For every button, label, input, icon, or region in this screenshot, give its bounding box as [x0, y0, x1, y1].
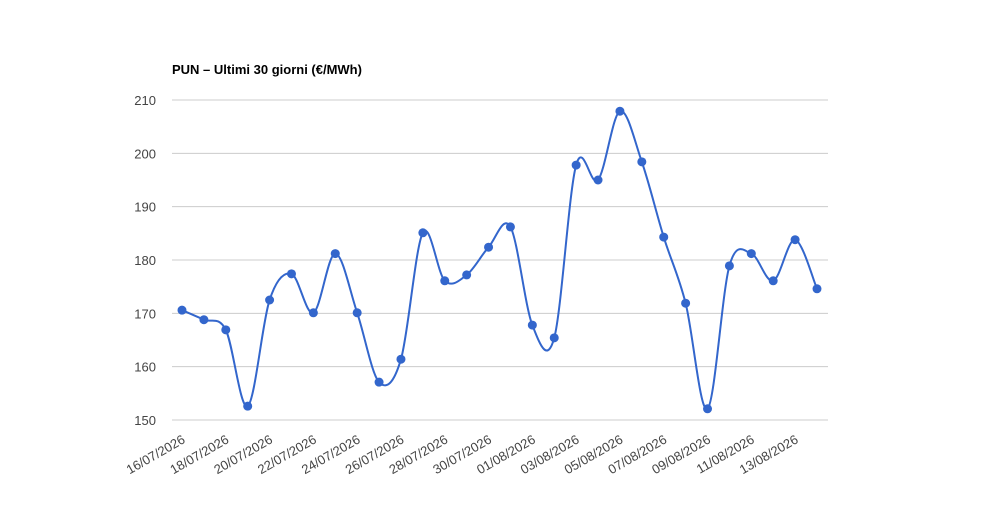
point: [221, 325, 231, 335]
point: [703, 404, 713, 414]
point: [484, 242, 494, 252]
y-tick-label: 160: [134, 360, 156, 375]
point: [308, 308, 318, 318]
chart-title: PUN – Ultimi 30 giorni (€/MWh): [172, 62, 362, 77]
point: [396, 354, 406, 364]
point: [659, 232, 669, 242]
point: [593, 175, 603, 185]
point: [418, 228, 428, 238]
point: [746, 249, 756, 259]
point: [724, 261, 734, 271]
point: [462, 270, 472, 280]
point: [637, 157, 647, 167]
y-tick-label: 200: [134, 146, 156, 161]
point: [352, 308, 362, 318]
point: [790, 235, 800, 245]
point: [768, 276, 778, 286]
point: [177, 305, 187, 315]
y-tick-label: 150: [134, 413, 156, 428]
point: [330, 249, 340, 259]
point: [265, 295, 275, 305]
point: [199, 315, 209, 325]
point: [527, 320, 537, 330]
point: [243, 401, 253, 411]
point: [549, 333, 559, 343]
point: [681, 298, 691, 308]
point: [286, 269, 296, 279]
point: [615, 106, 625, 116]
point: [571, 160, 581, 170]
y-tick-label: 210: [134, 93, 156, 108]
y-tick-label: 180: [134, 253, 156, 268]
point: [374, 377, 384, 387]
point: [812, 284, 822, 294]
y-tick-label: 190: [134, 200, 156, 215]
point: [440, 276, 450, 286]
point: [505, 222, 515, 232]
y-tick-label: 170: [134, 306, 156, 321]
